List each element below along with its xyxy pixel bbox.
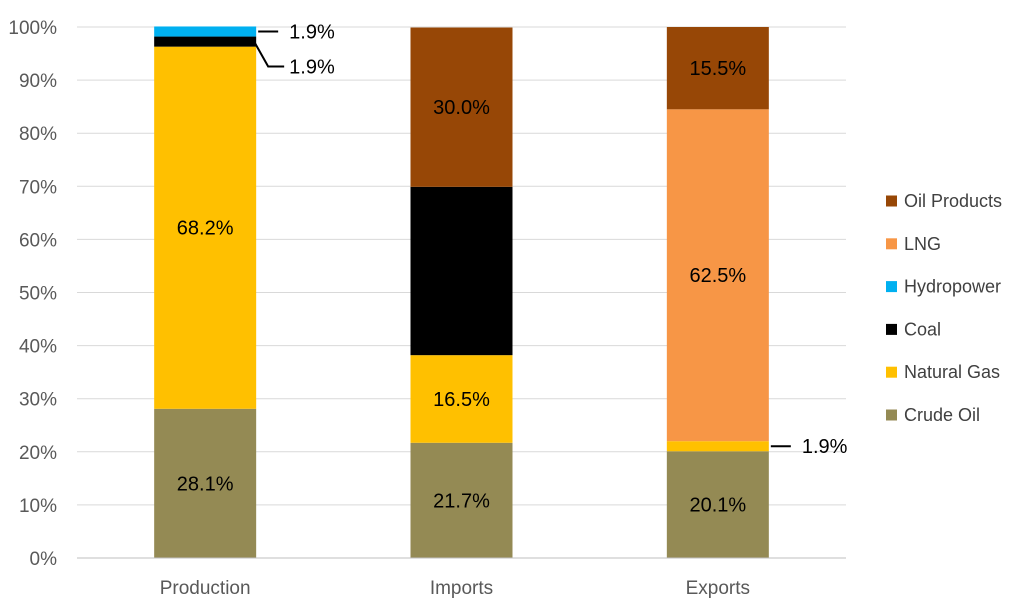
legend-label: Hydropower bbox=[904, 277, 1001, 297]
data-label: 31.7% bbox=[433, 261, 490, 283]
x-category-label: Exports bbox=[686, 578, 750, 599]
leader-line bbox=[253, 41, 285, 68]
y-tick-label: 90% bbox=[19, 71, 57, 92]
y-tick-label: 100% bbox=[8, 18, 57, 39]
y-tick-label: 70% bbox=[19, 177, 57, 198]
bar-segment-oil-products bbox=[666, 27, 769, 110]
y-tick-label: 50% bbox=[19, 284, 57, 305]
bar-segment-oil-products bbox=[410, 27, 513, 187]
bar-segment-crude-oil bbox=[154, 408, 257, 558]
bar-segment-lng bbox=[666, 109, 769, 442]
y-tick-label: 10% bbox=[19, 496, 57, 517]
legend-swatch bbox=[886, 195, 897, 207]
bar-segment-crude-oil bbox=[666, 451, 769, 558]
data-label: 15.5% bbox=[689, 58, 746, 80]
axes: 0% 10% 20% 30% 40% 50% 60% 70% 80% 90% 100% Product… bbox=[8, 18, 846, 599]
bar-segment-coal bbox=[410, 186, 513, 356]
data-label: 1.9% bbox=[289, 22, 335, 44]
data-label: 21.7% bbox=[433, 490, 490, 512]
legend-label: Crude Oil bbox=[904, 405, 980, 425]
data-label: 20.1% bbox=[689, 495, 746, 517]
bars bbox=[154, 26, 769, 558]
legend-swatch bbox=[886, 323, 897, 335]
data-labels: 28.1% 68.2% 1.9% 1.9% 21.7% 16.5% 31.7% 30.0% 20… bbox=[177, 22, 848, 517]
y-tick-label: 20% bbox=[19, 443, 57, 464]
data-label: 16.5% bbox=[433, 389, 490, 411]
bar-segment-natural-gas bbox=[666, 441, 769, 452]
y-tick-label: 80% bbox=[19, 124, 57, 145]
data-label: 28.1% bbox=[177, 473, 234, 495]
legend-label: LNG bbox=[904, 234, 941, 254]
legend: Oil Products LNG Hydropower Coal Natural Gas… bbox=[886, 191, 1002, 425]
data-label: 30.0% bbox=[433, 97, 490, 119]
bar-segment-crude-oil bbox=[410, 442, 513, 558]
data-label: 1.9% bbox=[802, 436, 848, 458]
x-category-label: Production bbox=[160, 578, 251, 599]
legend-swatch bbox=[886, 281, 897, 293]
x-category-label: Imports bbox=[430, 578, 493, 599]
bar-segment-natural-gas bbox=[154, 46, 257, 409]
data-label: 1.9% bbox=[289, 57, 335, 79]
legend-label: Oil Products bbox=[904, 191, 1002, 211]
legend-label: Natural Gas bbox=[904, 362, 1000, 382]
y-tick-label: 40% bbox=[19, 337, 57, 358]
bar-segment-coal bbox=[154, 36, 257, 47]
y-tick-label: 60% bbox=[19, 230, 57, 251]
legend-swatch bbox=[886, 366, 897, 378]
bar-segment-natural-gas bbox=[410, 355, 513, 443]
bar-segment-hydropower bbox=[154, 26, 257, 37]
data-label: 62.5% bbox=[689, 265, 746, 287]
legend-swatch bbox=[886, 409, 897, 421]
data-label: 68.2% bbox=[177, 218, 234, 240]
y-tick-label: 30% bbox=[19, 390, 57, 411]
y-tick-label: 0% bbox=[30, 549, 58, 570]
legend-swatch bbox=[886, 238, 897, 250]
legend-label: Coal bbox=[904, 319, 941, 339]
